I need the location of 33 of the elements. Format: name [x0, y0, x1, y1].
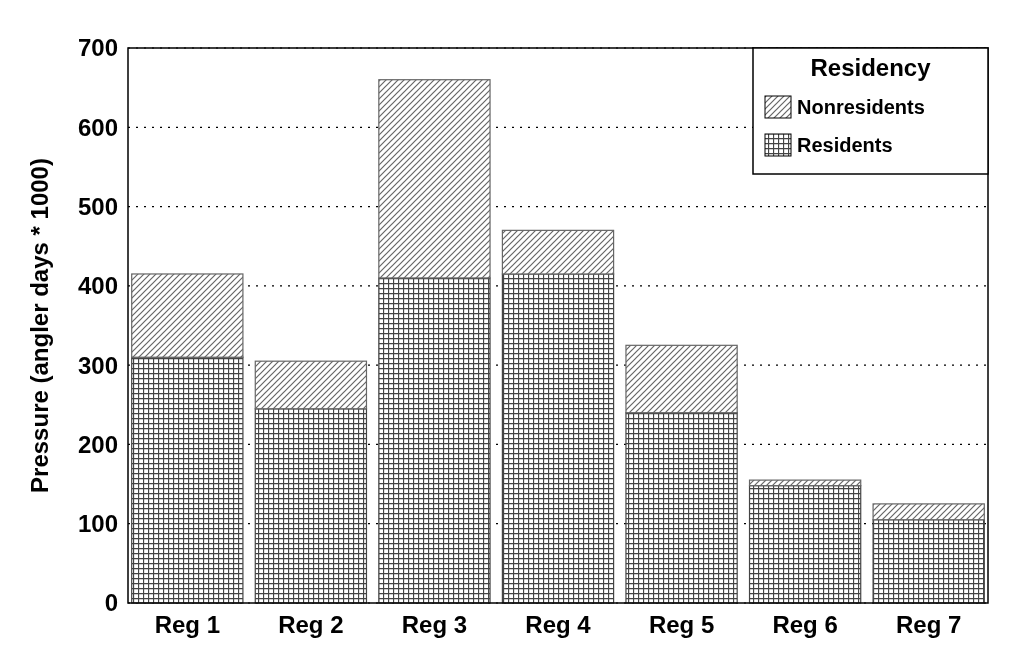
legend-title: Residency	[810, 54, 932, 81]
y-tick-label: 400	[77, 272, 118, 300]
y-tick-label: 200	[77, 430, 118, 458]
legend-label: Nonresidents	[797, 96, 925, 118]
y-tick-label: 0	[104, 589, 118, 617]
bar	[625, 412, 738, 604]
x-tick-label: Reg 7	[896, 611, 962, 638]
bar	[501, 229, 615, 275]
bar	[378, 277, 491, 604]
x-tick-label: Reg 1	[154, 611, 220, 638]
y-tick-label: 600	[77, 113, 118, 141]
x-tick-label: Reg 4	[525, 611, 592, 638]
x-tick-label: Reg 5	[648, 611, 715, 638]
legend-label: Residents	[797, 134, 893, 156]
bar	[872, 519, 985, 604]
x-tick-label: Reg 3	[401, 611, 468, 638]
bar	[254, 360, 368, 410]
bar	[254, 408, 368, 604]
bar	[748, 479, 862, 487]
bar	[378, 79, 491, 279]
y-tick-label: 100	[77, 510, 118, 538]
bar	[131, 356, 244, 604]
y-axis-title: Pressure (angler days * 1000)	[26, 158, 53, 493]
bar	[501, 273, 615, 604]
bar	[131, 273, 244, 358]
y-tick-label: 700	[77, 34, 118, 62]
x-tick-label: Reg 2	[278, 611, 344, 638]
y-tick-label: 300	[77, 351, 118, 379]
y-tick-label: 500	[77, 192, 118, 220]
bar	[748, 485, 862, 604]
bar	[872, 503, 985, 521]
bar	[625, 344, 738, 414]
x-tick-label: Reg 6	[772, 611, 838, 638]
